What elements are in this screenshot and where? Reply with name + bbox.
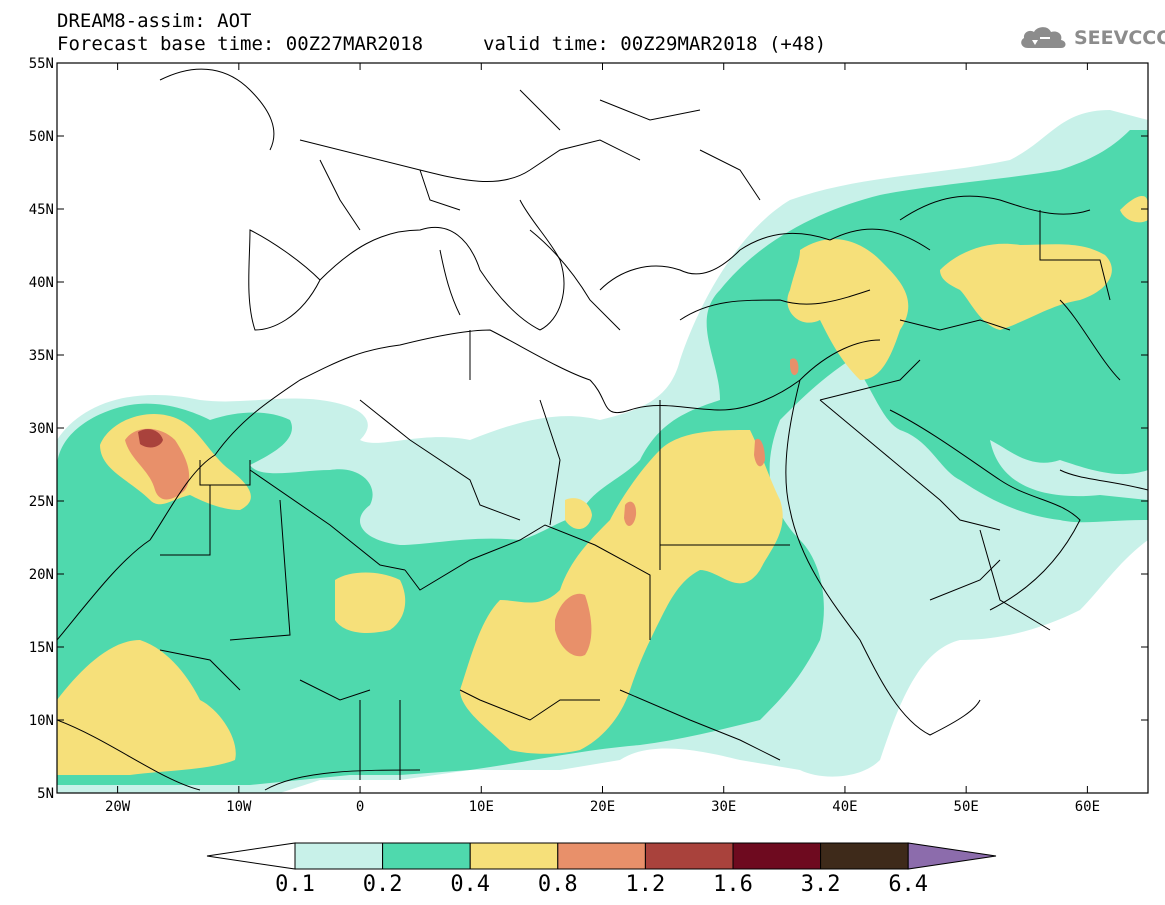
lon-label: 40E <box>832 799 857 815</box>
colorbar-label: 0.2 <box>363 872 403 897</box>
colorbar-label: 0.8 <box>538 872 578 897</box>
contour-level-0.8 <box>125 358 799 657</box>
map-title: DREAM8-assim: AOT <box>57 10 252 32</box>
lat-label: 55N <box>29 56 54 72</box>
lat-label: 25N <box>29 494 54 510</box>
colorbar-label: 0.1 <box>275 872 315 897</box>
valid-time: valid time: 00Z29MAR2018 (+48) <box>483 33 827 55</box>
lon-label: 10E <box>469 799 494 815</box>
lat-label: 20N <box>29 567 54 583</box>
lon-label: 20E <box>590 799 615 815</box>
colorbar-max-arrow <box>907 842 997 870</box>
coastlines <box>57 68 1148 791</box>
lon-label: 50E <box>954 799 979 815</box>
aot-contours <box>57 110 1148 793</box>
lat-label: 15N <box>29 640 54 656</box>
colorbar-box <box>469 842 559 870</box>
colorbar-box <box>644 842 734 870</box>
colorbar-box <box>557 842 646 870</box>
longitude-labels: 20W 10W 0 10E 20E 30E 40E 50E 60E <box>105 799 1100 815</box>
colorbar-box <box>820 842 909 870</box>
colorbar-label: 1.6 <box>713 872 753 897</box>
forecast-base-time: Forecast base time: 00Z27MAR2018 <box>57 33 424 55</box>
colorbar-min-arrow <box>206 842 296 870</box>
contour-level-1.2 <box>138 429 163 448</box>
lat-label: 45N <box>29 202 54 218</box>
lon-label: 20W <box>105 799 131 815</box>
country-borders <box>159 89 1111 780</box>
logo-text: SEEVCCC <box>1074 27 1165 49</box>
lat-label: 5N <box>37 786 54 802</box>
colorbar-box <box>382 842 471 870</box>
lat-label: 40N <box>29 275 54 291</box>
colorbar-box <box>294 842 384 870</box>
seevccc-logo: SEEVCCC <box>1018 24 1165 52</box>
cloud-icon <box>1021 27 1066 48</box>
lat-label: 10N <box>29 713 54 729</box>
lon-label: 60E <box>1075 799 1100 815</box>
colorbar-label: 1.2 <box>626 872 666 897</box>
lat-label: 50N <box>29 129 54 145</box>
grid-ticks <box>57 62 1148 794</box>
colorbar-label: 0.4 <box>450 872 490 897</box>
colorbar-label: 3.2 <box>801 872 841 897</box>
colorbar-label: 6.4 <box>888 872 928 897</box>
lon-label: 10W <box>226 799 252 815</box>
lon-label: 0 <box>356 799 364 815</box>
lat-label: 35N <box>29 348 54 364</box>
latitude-labels: 55N 50N 45N 40N 35N 30N 25N 20N 15N 10N 5N <box>29 56 54 802</box>
lon-label: 30E <box>711 799 736 815</box>
lat-label: 30N <box>29 421 54 437</box>
colorbar-box <box>732 842 822 870</box>
colorbar: 0.1 0.2 0.4 0.8 1.2 1.6 3.2 6.4 <box>206 842 997 897</box>
